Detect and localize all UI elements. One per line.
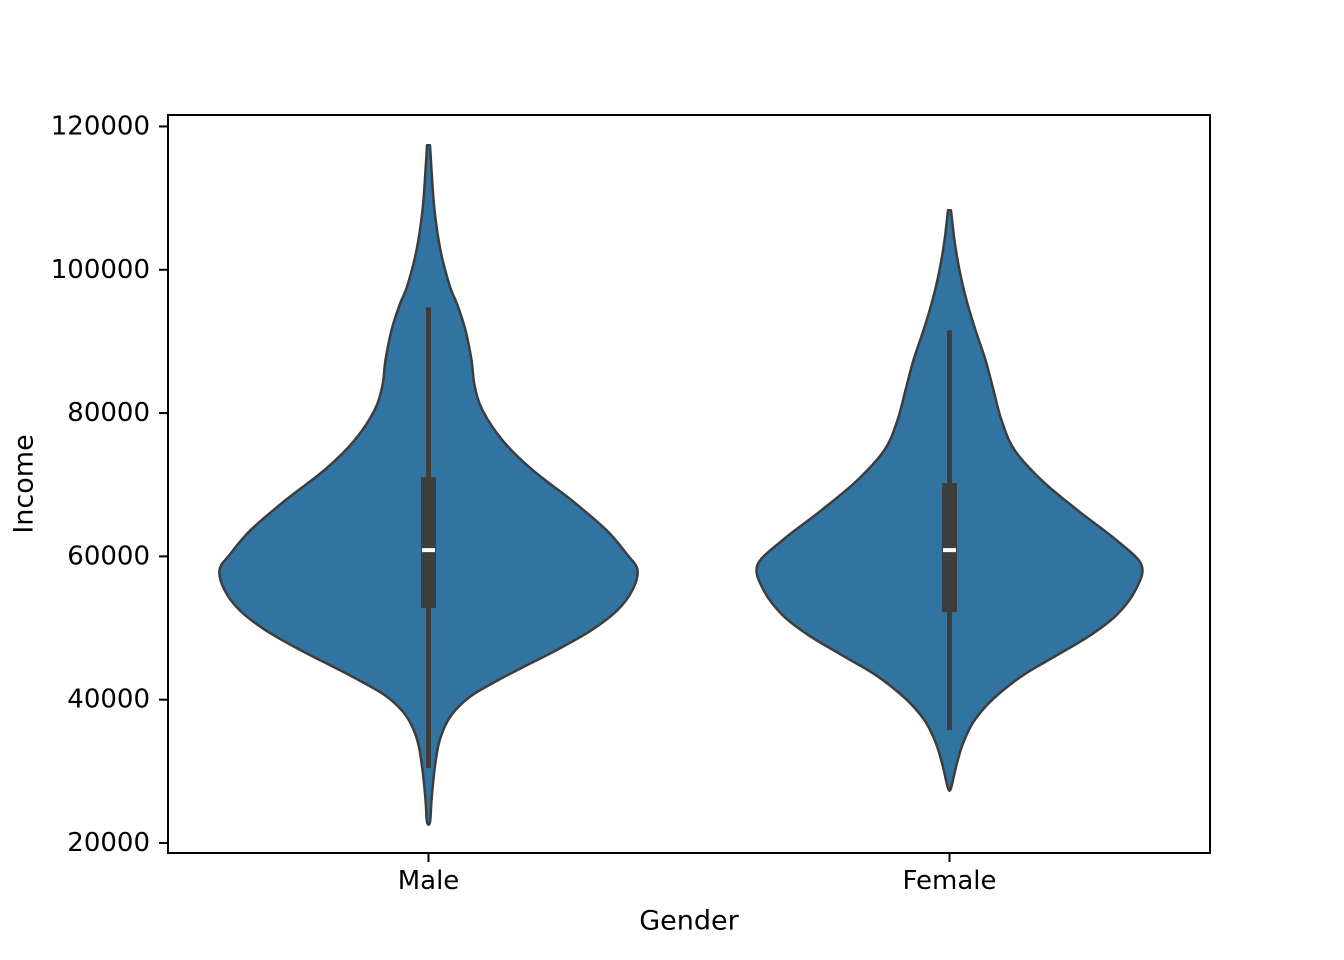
x-tick-label-female: Female [902, 866, 996, 896]
y-tick-label: 40000 [67, 685, 150, 715]
y-tick-label: 60000 [67, 541, 150, 571]
y-tick-label: 100000 [51, 255, 150, 285]
x-tick-label-male: Male [398, 866, 460, 896]
plot-border [167, 114, 1211, 854]
box-male [421, 477, 436, 609]
x-axis-title: Gender [639, 906, 739, 937]
y-tick-label: 120000 [51, 111, 150, 141]
median-female [943, 548, 956, 553]
y-tick-label: 80000 [67, 398, 150, 428]
y-axis-title: Income [9, 434, 40, 533]
y-tick-label: 20000 [67, 828, 150, 858]
box-female [942, 483, 957, 613]
median-male [422, 548, 435, 553]
